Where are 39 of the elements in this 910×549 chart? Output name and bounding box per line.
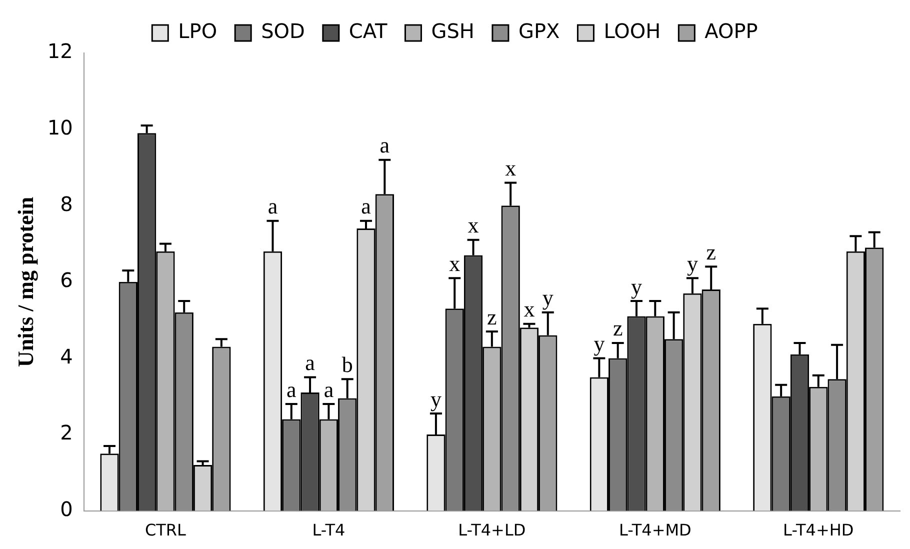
data-label: a	[324, 376, 334, 402]
x-tick-label: L-T4	[312, 520, 346, 540]
data-label: a	[286, 376, 296, 402]
x-tick-label: L-T4+MD	[618, 520, 692, 540]
y-tick-label: 2	[60, 420, 73, 445]
data-label: z	[612, 316, 623, 341]
data-label: y	[430, 386, 442, 412]
data-label: a	[268, 194, 278, 219]
legend-label: LPO	[178, 19, 218, 44]
y-tick-label: 10	[47, 116, 73, 140]
y-tick-label: 6	[60, 268, 73, 292]
data-label: y	[686, 250, 698, 276]
data-label: y	[542, 285, 554, 310]
x-tick-label: CTRL	[144, 520, 186, 540]
data-label: a	[380, 132, 390, 158]
data-label: a	[305, 350, 316, 376]
legend-label: SOD	[261, 19, 305, 44]
data-label: y	[594, 330, 605, 356]
x-tick-label: L-T4+HD	[783, 520, 854, 540]
data-label: x	[449, 250, 460, 276]
y-tick-label: 4	[60, 344, 73, 368]
data-label: y	[631, 274, 642, 299]
legend-label: GSH	[431, 19, 474, 44]
data-label: z	[487, 304, 498, 330]
data-label: x	[468, 212, 479, 238]
data-label: b	[342, 352, 353, 377]
legend-label: CAT	[348, 19, 388, 44]
legend-label: AOPP	[704, 19, 758, 44]
data-label: z	[706, 239, 716, 264]
data-label: x	[524, 296, 535, 322]
data-label: x	[505, 155, 516, 180]
legend-label: LOOH	[604, 19, 661, 44]
legend-label: GPX	[518, 19, 560, 44]
data-label: a	[361, 194, 372, 219]
y-tick-label: 12	[47, 39, 73, 64]
y-tick-label: 0	[60, 497, 73, 522]
y-tick-label: 8	[60, 192, 73, 216]
y-axis-title: Units / mg protein	[12, 196, 38, 367]
x-tick-label: L-T4+LD	[458, 520, 526, 540]
